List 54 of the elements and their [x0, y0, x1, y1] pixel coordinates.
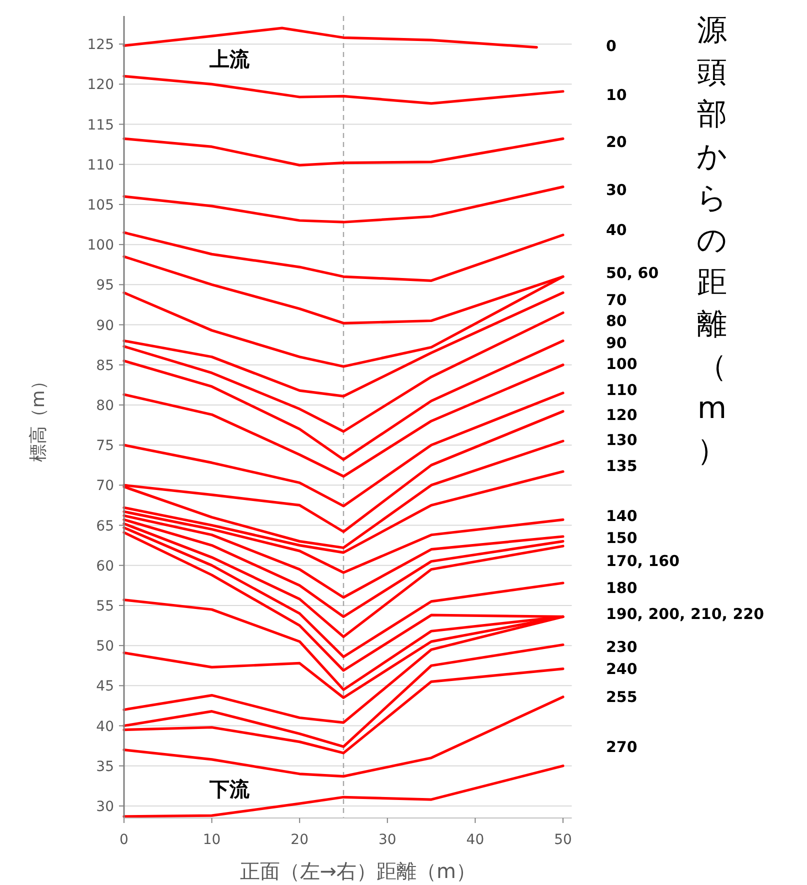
x-tick-label: 30 — [378, 832, 396, 848]
text: 70 — [606, 291, 627, 309]
text: 10 — [606, 86, 627, 104]
text: 120 — [606, 406, 638, 424]
x-axis-title: 正面（左→右）距離（m） — [240, 859, 476, 883]
text: 270 — [606, 738, 638, 756]
y-tick-label: 90 — [96, 318, 114, 334]
y-tick-label: 80 — [96, 398, 114, 414]
text: 20 — [606, 133, 627, 151]
y-tick-label: 35 — [96, 758, 114, 775]
text: 180 — [606, 579, 638, 597]
text: 230 — [606, 638, 638, 656]
text: 0 — [606, 37, 616, 55]
x-tick-label: 50 — [554, 832, 572, 848]
y-axis-title: 標高（m） — [28, 372, 49, 462]
y-tick-label: 60 — [96, 558, 114, 574]
text: 240 — [606, 660, 638, 678]
text: 90 — [606, 334, 627, 352]
text: 源頭部からの距離（m） — [696, 13, 728, 468]
annotation: 下流 — [208, 777, 250, 801]
y-tick-label: 50 — [96, 638, 114, 655]
y-tick-label: 30 — [96, 798, 114, 815]
y-tick-label: 105 — [87, 197, 114, 214]
text: 130 — [606, 431, 638, 449]
text: 140 — [606, 507, 638, 525]
text: 135 — [606, 457, 638, 475]
y-tick-label: 45 — [96, 678, 114, 695]
y-tick-label: 40 — [96, 718, 114, 735]
y-tick-label: 70 — [96, 478, 114, 494]
text: 100 — [606, 355, 638, 373]
y-tick-label: 115 — [87, 117, 114, 134]
y-tick-label: 55 — [96, 598, 114, 614]
x-tick-label: 10 — [202, 832, 221, 848]
y-tick-label: 120 — [87, 77, 114, 94]
text: 170, 160 — [606, 552, 680, 570]
y-tick-label: 75 — [96, 438, 114, 454]
text: 30 — [606, 181, 627, 199]
x-tick-label: 20 — [290, 832, 309, 848]
text: 80 — [606, 312, 627, 330]
annotation: 上流 — [208, 47, 250, 71]
y-tick-label: 110 — [87, 157, 114, 174]
text: 50, 60 — [606, 264, 659, 282]
text: 110 — [606, 381, 638, 399]
y-tick-label: 65 — [96, 518, 114, 534]
y-tick-label: 100 — [87, 238, 114, 254]
y-tick-label: 85 — [96, 358, 114, 374]
y-tick-label: 95 — [96, 278, 114, 294]
x-tick-label: 40 — [466, 832, 484, 848]
text: 150 — [606, 529, 638, 547]
text: 40 — [606, 221, 627, 239]
text: 255 — [606, 688, 638, 706]
text: 190, 200, 210, 220 — [606, 605, 764, 623]
y-tick-label: 125 — [87, 37, 114, 54]
x-tick-label: 0 — [120, 832, 128, 848]
